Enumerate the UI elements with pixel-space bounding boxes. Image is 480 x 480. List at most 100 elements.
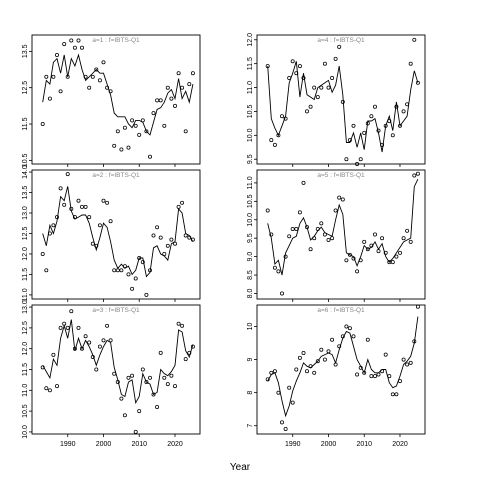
data-point bbox=[190, 71, 195, 76]
y-tick-label: 10.5 bbox=[247, 194, 254, 208]
panel-frame bbox=[31, 304, 201, 435]
x-tick-label: 2000 bbox=[321, 441, 337, 448]
data-point bbox=[272, 369, 277, 374]
data-point bbox=[162, 252, 167, 256]
data-point bbox=[269, 138, 274, 143]
data-point bbox=[398, 379, 402, 384]
data-point bbox=[276, 269, 281, 274]
data-point bbox=[294, 227, 299, 231]
data-point bbox=[144, 292, 149, 297]
data-point bbox=[155, 405, 160, 409]
data-point bbox=[122, 125, 127, 130]
data-point bbox=[55, 53, 59, 57]
data-point bbox=[305, 225, 309, 230]
panel-frame bbox=[256, 169, 426, 300]
x-tick-label: 2020 bbox=[392, 441, 408, 448]
data-point bbox=[369, 114, 374, 119]
data-point bbox=[187, 82, 192, 87]
data-point bbox=[47, 231, 52, 236]
data-point bbox=[319, 347, 324, 352]
y-tick-label: 13.0 bbox=[22, 300, 29, 314]
data-point bbox=[87, 340, 92, 345]
data-point bbox=[376, 372, 381, 377]
data-point bbox=[308, 247, 313, 252]
x-tick-label: 1990 bbox=[285, 441, 301, 448]
data-point bbox=[319, 221, 324, 226]
data-point bbox=[140, 367, 145, 372]
data-point bbox=[94, 367, 99, 372]
panel-frame bbox=[256, 304, 426, 435]
data-point bbox=[83, 74, 88, 79]
data-point bbox=[322, 61, 327, 66]
data-point bbox=[130, 286, 135, 291]
data-point bbox=[155, 98, 160, 103]
data-point bbox=[294, 367, 299, 372]
x-tick-label: 2000 bbox=[96, 441, 112, 448]
data-point bbox=[408, 61, 413, 66]
data-point bbox=[101, 338, 106, 343]
data-point bbox=[269, 370, 274, 375]
data-point bbox=[369, 374, 374, 379]
panel-5: a=3 : f=IBTS-Q1 10.0 10.5 11.0 11.5 12.0 12.5 1… bbox=[22, 300, 201, 448]
data-point bbox=[333, 362, 338, 367]
y-tick-label: 11.5 bbox=[247, 57, 254, 70]
data-point bbox=[112, 143, 117, 148]
data-point bbox=[305, 109, 309, 114]
data-point bbox=[65, 325, 70, 330]
data-point bbox=[62, 321, 67, 326]
data-point bbox=[383, 352, 388, 357]
data-point bbox=[358, 365, 363, 370]
data-point bbox=[90, 355, 95, 359]
data-point bbox=[69, 38, 74, 43]
panel-grid: a=1 : f=IBTS-Q1 10.5 11.5 12.5 13.5 a=4 : f=I… bbox=[22, 33, 426, 448]
data-point bbox=[165, 243, 170, 248]
x-tick-label: 1990 bbox=[60, 441, 76, 448]
data-point bbox=[387, 119, 392, 123]
data-point bbox=[412, 173, 417, 178]
y-tick-label: 9 bbox=[247, 358, 254, 362]
y-tick-label: 9.0 bbox=[247, 252, 254, 262]
data-point bbox=[55, 215, 59, 220]
data-point bbox=[162, 123, 167, 128]
y-tick-label: 13.5 bbox=[22, 186, 29, 200]
data-point bbox=[115, 129, 120, 134]
data-point bbox=[72, 45, 77, 50]
data-point bbox=[344, 157, 349, 162]
data-point bbox=[108, 89, 113, 94]
data-point bbox=[362, 370, 367, 375]
data-point bbox=[176, 204, 181, 209]
data-point bbox=[390, 260, 395, 265]
data-point bbox=[80, 204, 84, 209]
data-point bbox=[140, 118, 145, 123]
data-point bbox=[347, 252, 352, 257]
data-point bbox=[290, 400, 295, 405]
data-point bbox=[340, 334, 345, 339]
y-tick-label: 10.0 bbox=[247, 128, 254, 142]
data-point bbox=[269, 232, 274, 237]
data-point bbox=[58, 325, 63, 330]
panel-title: a=6 : f=IBTS-Q1 bbox=[317, 307, 365, 314]
data-point bbox=[294, 71, 299, 76]
y-tick-label: 11.0 bbox=[247, 176, 254, 189]
data-point bbox=[355, 269, 360, 274]
panel-6: a=6 : f=IBTS-Q1 7 8 9 10 1990 2000 2010 2020 bbox=[247, 304, 426, 448]
y-tick-label: 13.0 bbox=[22, 206, 29, 220]
y-tick-label: 9.5 bbox=[247, 154, 254, 164]
data-point bbox=[183, 233, 188, 238]
data-point bbox=[333, 56, 338, 61]
data-point bbox=[151, 392, 156, 397]
y-tick-label: 13.5 bbox=[22, 44, 29, 58]
data-point bbox=[365, 121, 370, 126]
y-tick-label: 8 bbox=[247, 391, 254, 395]
fitted-line bbox=[42, 319, 194, 405]
data-point bbox=[319, 85, 324, 90]
data-point bbox=[394, 104, 399, 109]
data-point bbox=[144, 129, 149, 134]
data-point bbox=[165, 85, 170, 90]
y-tick-label: 11.0 bbox=[247, 81, 254, 94]
data-point bbox=[276, 133, 281, 138]
data-point bbox=[387, 374, 392, 379]
data-point bbox=[287, 234, 292, 239]
data-point bbox=[330, 337, 335, 342]
data-point bbox=[158, 98, 163, 103]
